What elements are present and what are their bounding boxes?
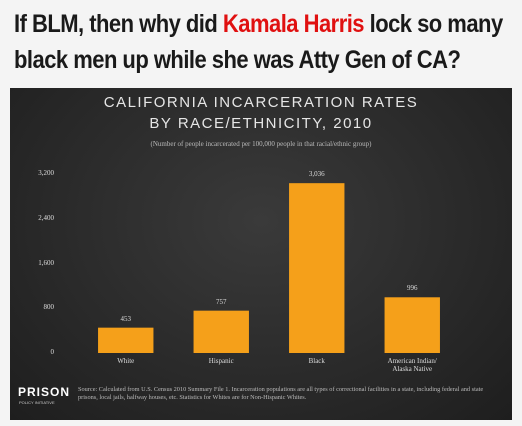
heading: If BLM, then why did Kamala Harris lock … bbox=[14, 6, 516, 78]
y-tick-label: 2,400 bbox=[38, 213, 54, 222]
value-label: 996 bbox=[407, 284, 418, 293]
x-tick-label: White bbox=[117, 357, 135, 365]
logo-sub: POLICY INITIATIVE bbox=[19, 400, 55, 405]
x-tick-label: Hispanic bbox=[208, 357, 234, 365]
x-tick-label: American Indian/ Alaska Native bbox=[387, 357, 437, 373]
x-tick-label: Black bbox=[308, 357, 325, 365]
value-label: 3,036 bbox=[308, 170, 325, 179]
bar bbox=[193, 310, 249, 353]
chart-title: CALIFORNIA INCARCERATION RATES bbox=[103, 94, 419, 111]
source-note: Source: Calculated from U.S. Census 2010… bbox=[78, 386, 484, 401]
bar bbox=[384, 297, 440, 353]
heading-text: lock so many black men up while she was … bbox=[14, 10, 503, 74]
chart-subtitle: (Number of people incarcerated per 100,0… bbox=[150, 140, 372, 148]
value-label: 453 bbox=[120, 314, 132, 323]
heading-highlight: Kamala Harris bbox=[222, 10, 365, 38]
chart-panel: CALIFORNIA INCARCERATION RATES BY RACE/E… bbox=[10, 88, 512, 420]
y-tick-label: 800 bbox=[43, 303, 55, 312]
value-label: 757 bbox=[216, 297, 227, 306]
y-tick-label: 1,600 bbox=[38, 258, 54, 267]
plot bbox=[98, 183, 440, 353]
y-tick-label: 3,200 bbox=[38, 169, 54, 177]
bar bbox=[289, 183, 345, 353]
y-tick-label: 0 bbox=[50, 348, 55, 356]
heading-text: If BLM, then why did bbox=[14, 10, 223, 38]
logo: PRISON bbox=[18, 385, 71, 399]
chart-title: BY RACE/ETHNICITY, 2010 bbox=[149, 115, 373, 132]
bar bbox=[98, 327, 154, 353]
